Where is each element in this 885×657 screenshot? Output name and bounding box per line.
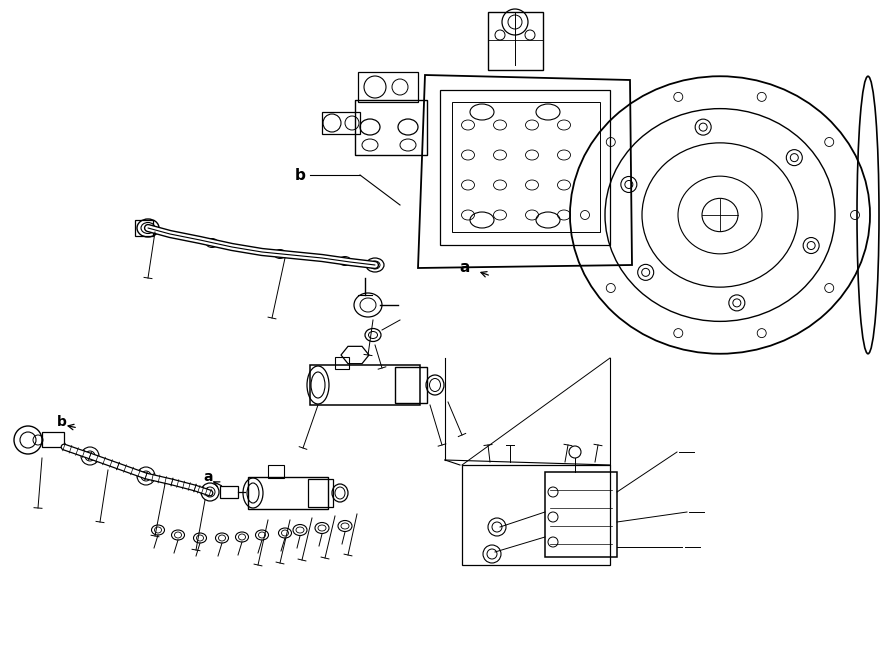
Bar <box>355 100 427 155</box>
Bar <box>462 465 610 565</box>
Bar <box>395 367 427 403</box>
Text: b: b <box>57 415 67 429</box>
Text: a: a <box>204 470 212 484</box>
Bar <box>310 365 420 405</box>
Text: a: a <box>460 260 470 275</box>
Bar <box>220 486 238 498</box>
Bar <box>322 112 360 134</box>
Bar <box>545 472 617 557</box>
Bar <box>248 477 328 509</box>
Bar <box>42 432 64 447</box>
Bar <box>440 90 610 245</box>
Bar <box>358 72 418 102</box>
Bar <box>335 357 349 369</box>
Bar <box>488 12 543 70</box>
Bar <box>135 220 153 236</box>
Text: b: b <box>295 168 305 183</box>
Bar <box>268 465 284 478</box>
Bar <box>452 102 600 232</box>
Bar <box>308 479 333 507</box>
Bar <box>355 100 427 155</box>
